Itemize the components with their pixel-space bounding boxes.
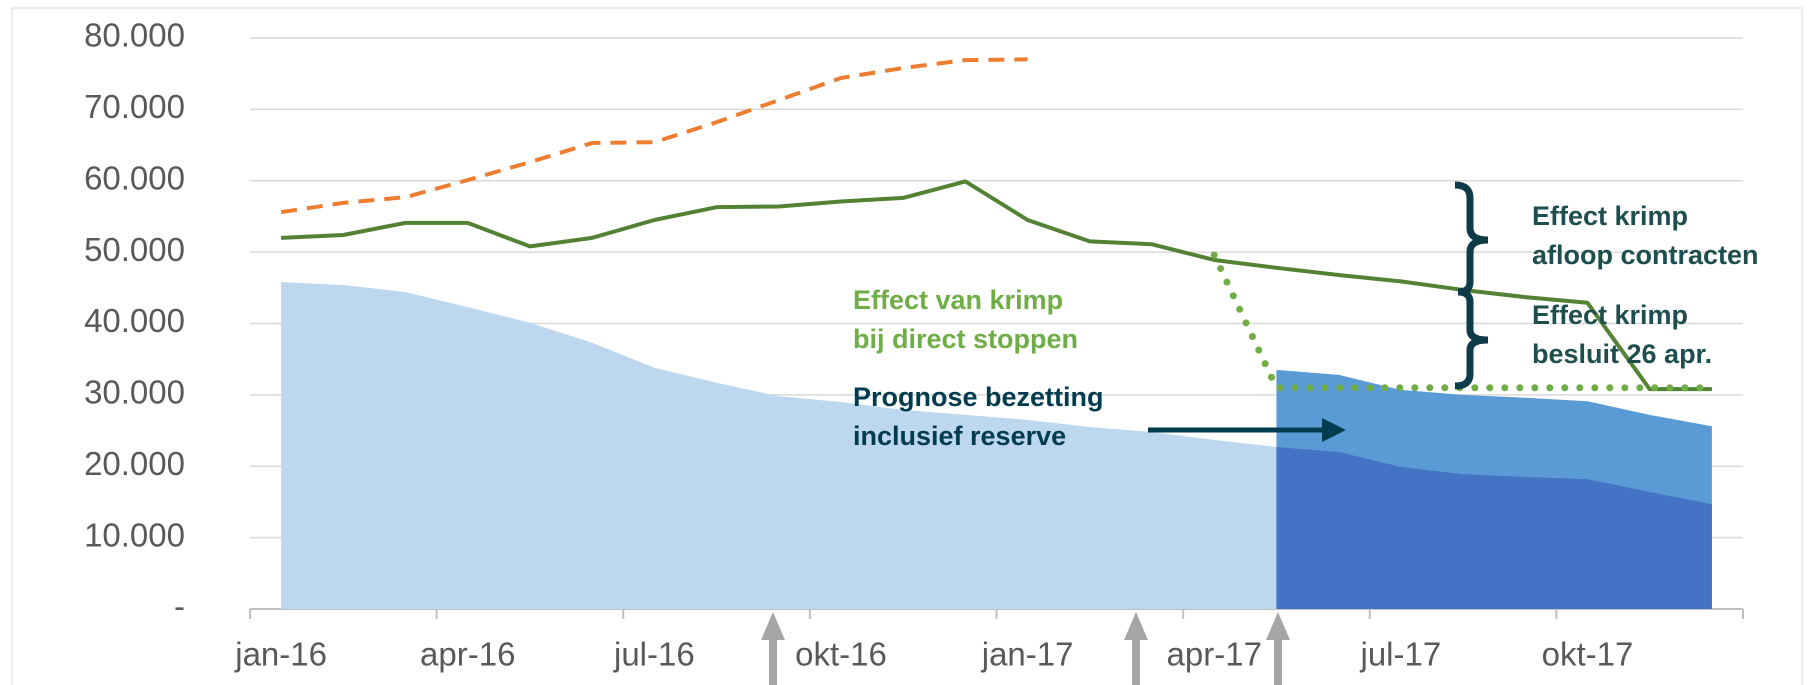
x-tick-label: apr-17 [1167, 636, 1262, 673]
x-tick-label: jan-17 [981, 636, 1074, 673]
x-tick-label: apr-16 [420, 636, 515, 673]
annotation: besluit 26 apr. [1532, 339, 1712, 369]
y-tick-label: 50.000 [84, 231, 185, 268]
annotation: afloop contracten [1532, 240, 1759, 270]
annotation: Effect krimp [1532, 201, 1688, 231]
y-tick-label: - [174, 588, 185, 625]
marker-arrow [1124, 612, 1148, 685]
y-tick-label: 10.000 [84, 516, 185, 553]
annotation: Effect krimp [1532, 300, 1688, 330]
y-tick-label: 80.000 [84, 17, 185, 54]
annotation: Effect van krimp [853, 285, 1063, 315]
frame [11, 7, 1803, 685]
marker-arrow [1266, 612, 1290, 685]
annotation: bij direct stoppen [853, 324, 1078, 354]
x-tick-label: jan-16 [234, 636, 327, 673]
y-tick-label: 30.000 [84, 374, 185, 411]
x-tick-label: jul-17 [1359, 636, 1441, 673]
x-tick-label: jul-16 [613, 636, 695, 673]
annotation: Prognose bezetting [853, 382, 1104, 412]
annotation: inclusief reserve [853, 421, 1066, 451]
line [280, 57, 1028, 215]
line [281, 179, 1712, 392]
y-tick-label: 40.000 [84, 302, 185, 339]
x-tick-label: okt-17 [1542, 636, 1634, 673]
x-tick-label: okt-16 [795, 636, 887, 673]
decor [761, 181, 1489, 685]
area [1276, 446, 1712, 609]
arrow-head [1322, 418, 1346, 442]
marker-arrow [761, 612, 785, 685]
area [281, 282, 1277, 609]
brace [1454, 181, 1489, 296]
brace [1454, 288, 1489, 390]
y-tick-label: 70.000 [84, 88, 185, 125]
y-tick-label: 20.000 [84, 445, 185, 482]
y-tick-label: 60.000 [84, 159, 185, 196]
